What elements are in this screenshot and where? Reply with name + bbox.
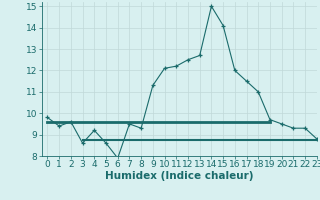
- X-axis label: Humidex (Indice chaleur): Humidex (Indice chaleur): [105, 171, 253, 181]
